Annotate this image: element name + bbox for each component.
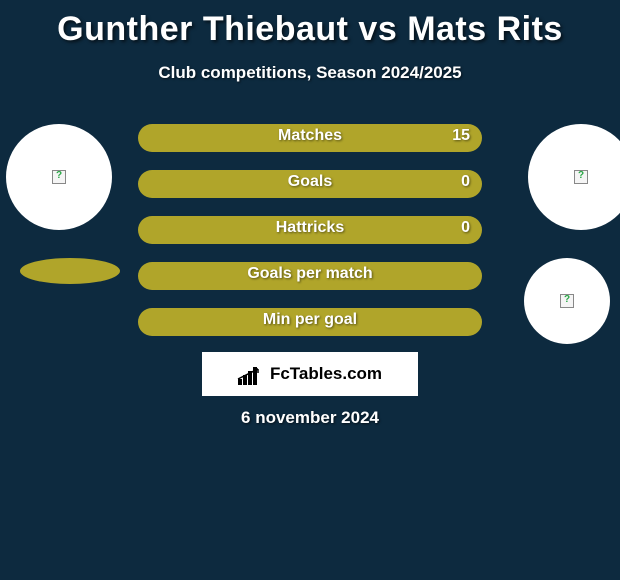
image-placeholder-icon	[52, 170, 66, 184]
stat-row-matches: Matches 15	[138, 124, 482, 152]
image-placeholder-icon	[574, 170, 588, 184]
stat-row-goals-per-match: Goals per match	[138, 262, 482, 290]
player-right-secondary-circle	[524, 258, 610, 344]
stat-value-right: 0	[461, 173, 470, 191]
stat-value-right: 15	[452, 127, 470, 145]
player-left-avatar-circle	[6, 124, 112, 230]
player-left-shadow-ellipse	[20, 258, 120, 284]
stat-label: Min per goal	[138, 311, 482, 329]
watermark-badge: FcTables.com	[202, 352, 418, 396]
stat-row-min-per-goal: Min per goal	[138, 308, 482, 336]
date-text: 6 november 2024	[0, 408, 620, 428]
watermark-text: FcTables.com	[270, 364, 382, 384]
page-title: Gunther Thiebaut vs Mats Rits	[0, 0, 620, 49]
stat-label: Goals per match	[138, 265, 482, 283]
stat-label: Hattricks	[138, 219, 482, 237]
stat-label: Goals	[138, 173, 482, 191]
bar-chart-icon	[238, 363, 264, 385]
stats-container: Matches 15 Goals 0 Hattricks 0 Goals per…	[138, 124, 482, 354]
arrow-icon	[236, 367, 262, 381]
stat-value-right: 0	[461, 219, 470, 237]
stat-label: Matches	[138, 127, 482, 145]
stat-row-hattricks: Hattricks 0	[138, 216, 482, 244]
image-placeholder-icon	[560, 294, 574, 308]
stat-row-goals: Goals 0	[138, 170, 482, 198]
player-right-avatar-circle	[528, 124, 620, 230]
page-subtitle: Club competitions, Season 2024/2025	[0, 63, 620, 83]
